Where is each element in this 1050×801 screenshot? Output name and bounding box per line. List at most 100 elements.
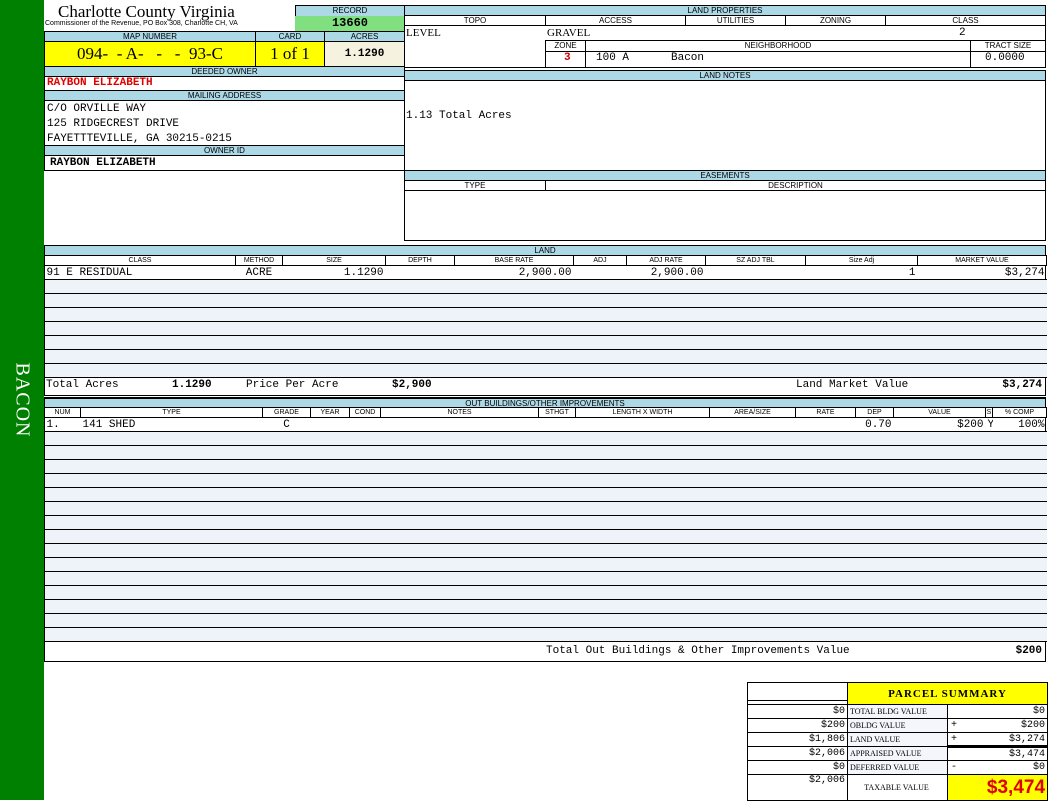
- table-cell: [310, 529, 350, 544]
- table-cell: [573, 307, 627, 322]
- summary-left: $2,006: [747, 746, 848, 761]
- summary-value-cell: + $200: [946, 718, 1049, 733]
- table-cell: [349, 585, 381, 600]
- summary-value-cell: + $3,274: [946, 732, 1049, 747]
- table-cell: [855, 431, 894, 446]
- card-value: 1 of 1: [255, 41, 325, 67]
- table-cell: [575, 613, 710, 628]
- table-cell: [235, 321, 283, 336]
- table-cell: 1: [805, 265, 918, 280]
- table-cell: [985, 459, 993, 474]
- table-cell: [310, 417, 350, 432]
- table-cell: [709, 445, 796, 460]
- table-cell: [855, 515, 894, 530]
- table-cell: [385, 335, 455, 350]
- table-cell: [855, 487, 894, 502]
- address-line: C/O ORVILLE WAY: [47, 103, 147, 115]
- column-header: LENGTH X WIDTH: [575, 407, 710, 418]
- summary-label: OBLDG VALUE: [847, 718, 948, 733]
- table-cell: [705, 279, 806, 294]
- table-cell: [573, 349, 627, 364]
- table-cell: [454, 279, 574, 294]
- summary-value: $3,474: [1009, 748, 1046, 760]
- table-cell: [985, 613, 993, 628]
- table-cell: [573, 279, 627, 294]
- table-cell: [917, 363, 1047, 378]
- summary-label: DEFERRED VALUE: [847, 760, 948, 775]
- table-cell: [575, 571, 710, 586]
- table-cell: [44, 571, 81, 586]
- column-header: SZ ADJ TBL: [705, 255, 806, 266]
- table-cell: [385, 265, 455, 280]
- table-cell: [380, 473, 539, 488]
- price-per-acre-label: Price Per Acre: [246, 379, 339, 391]
- table-cell: [985, 529, 993, 544]
- table-cell: [44, 487, 81, 502]
- table-cell: [893, 473, 986, 488]
- table-cell: [795, 627, 856, 642]
- column-header: Size Adj: [805, 255, 918, 266]
- table-cell: [310, 599, 350, 614]
- table-cell: [992, 585, 1047, 600]
- column-header: GRADE: [262, 407, 311, 418]
- topo-label: TOPO: [404, 15, 546, 26]
- table-cell: [380, 459, 539, 474]
- table-cell: [44, 473, 81, 488]
- easement-type-label: TYPE: [404, 180, 546, 191]
- table-cell: [262, 529, 311, 544]
- table-cell: [992, 473, 1047, 488]
- table-cell: [992, 501, 1047, 516]
- table-cell: 100%: [992, 417, 1047, 432]
- table-cell: [573, 293, 627, 308]
- parcel-summary: PARCEL SUMMARY $0 TOTAL BLDG VALUE $0 $200 O…: [747, 682, 1049, 801]
- summary-left: $0: [747, 760, 848, 775]
- table-cell: [349, 487, 381, 502]
- table-row: [44, 293, 1047, 308]
- table-cell: [992, 543, 1047, 558]
- table-cell: [538, 417, 576, 432]
- table-cell: [80, 613, 263, 628]
- table-cell: [575, 543, 710, 558]
- table-cell: [380, 585, 539, 600]
- table-cell: [349, 627, 381, 642]
- table-cell: [310, 571, 350, 586]
- table-cell: [262, 431, 311, 446]
- table-cell: 2,900.00: [454, 265, 574, 280]
- table-cell: [310, 613, 350, 628]
- table-cell: [709, 599, 796, 614]
- table-cell: [44, 557, 81, 572]
- table-cell: [705, 307, 806, 322]
- table-cell: [626, 363, 706, 378]
- table-cell: [709, 473, 796, 488]
- table-cell: [44, 515, 81, 530]
- summary-sign: +: [951, 720, 958, 731]
- table-cell: [454, 335, 574, 350]
- table-cell: [992, 515, 1047, 530]
- table-cell: [795, 515, 856, 530]
- address-line: 125 RIDGECREST DRIVE: [47, 118, 180, 130]
- topo-value: LEVEL: [406, 27, 441, 39]
- column-header: NUM: [44, 407, 81, 418]
- table-cell: [349, 417, 381, 432]
- table-cell: [44, 445, 81, 460]
- table-cell: [709, 557, 796, 572]
- table-cell: [80, 529, 263, 544]
- table-cell: [262, 515, 311, 530]
- table-cell: [349, 445, 381, 460]
- table-cell: [575, 487, 710, 502]
- table-cell: [310, 585, 350, 600]
- table-cell: [385, 349, 455, 364]
- table-cell: [380, 445, 539, 460]
- table-cell: [992, 459, 1047, 474]
- table-cell: [80, 501, 263, 516]
- land-notes-label: LAND NOTES: [404, 70, 1046, 81]
- table-cell: [795, 445, 856, 460]
- table-cell: [44, 585, 81, 600]
- table-cell: [985, 599, 993, 614]
- table-cell: [805, 321, 918, 336]
- table-cell: [855, 599, 894, 614]
- table-cell: [538, 585, 576, 600]
- table-cell: [575, 417, 710, 432]
- table-cell: [893, 515, 986, 530]
- summary-row: $0 DEFERRED VALUE - $0: [747, 760, 1049, 775]
